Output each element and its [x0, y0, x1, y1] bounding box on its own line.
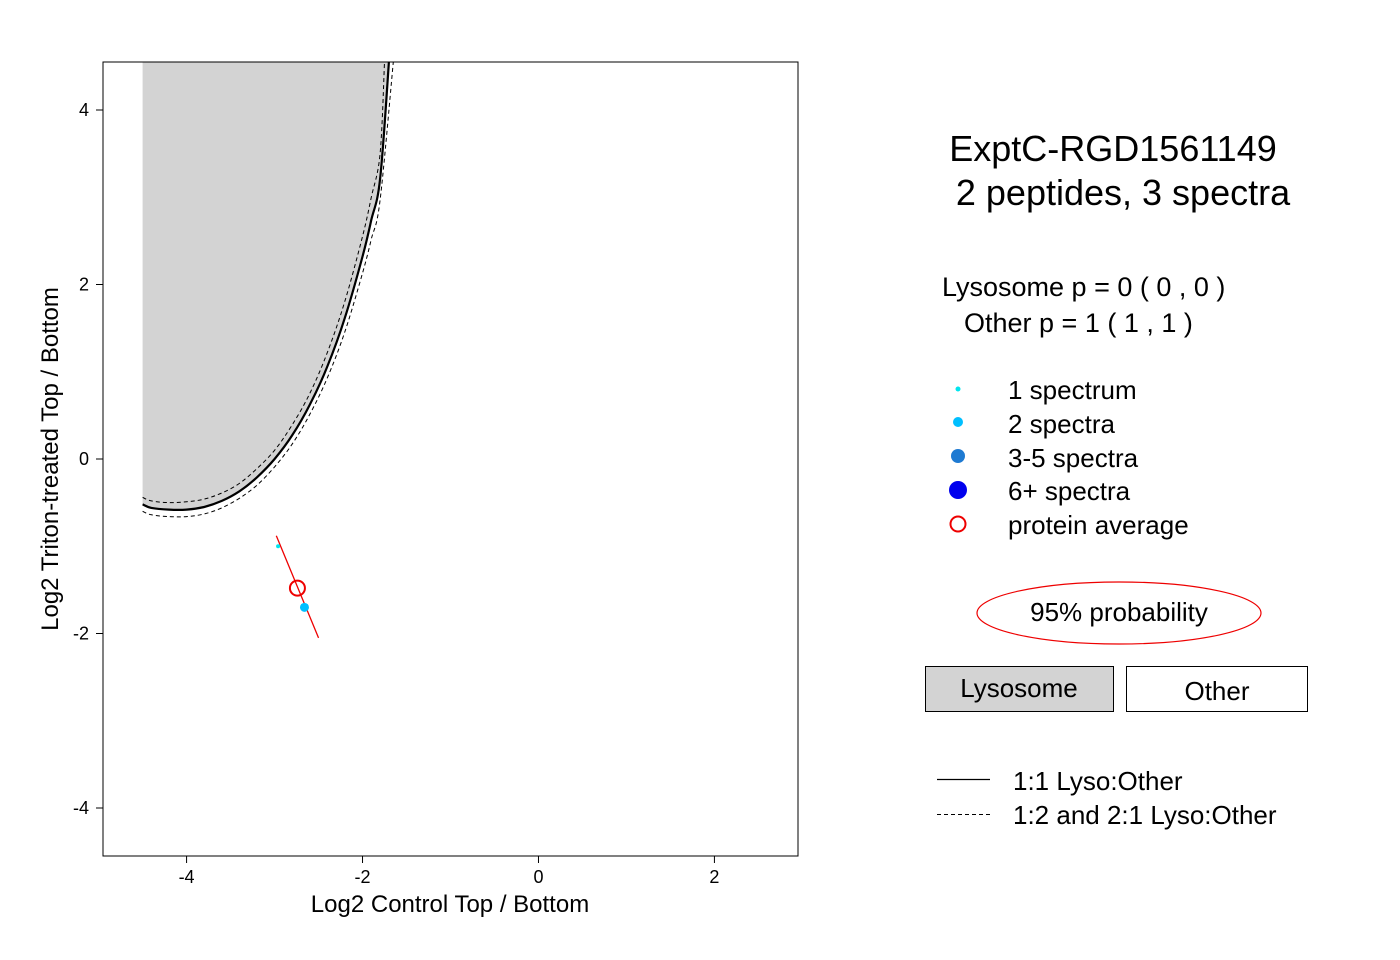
x-tick-label: 2	[709, 867, 719, 887]
x-tick-label: 0	[533, 867, 543, 887]
y-axis-label: Log2 Triton-treated Top / Bottom	[37, 287, 64, 631]
lysosome-box	[925, 666, 1114, 712]
other-probability: Other p = 1 ( 1 , 1 )	[964, 308, 1193, 338]
legend-label: protein average	[1008, 510, 1189, 540]
lysosome-region-fill	[142, 62, 389, 510]
other-box	[1126, 666, 1308, 712]
probability-label: 95% probability	[1030, 597, 1208, 627]
chart-subtitle: 2 peptides, 3 spectra	[956, 172, 1291, 213]
confidence-ellipse	[275, 535, 320, 639]
legend-solid-line-label: 1:1 Lyso:Other	[1013, 766, 1183, 796]
lysosome-box-label: Lysosome	[960, 673, 1078, 703]
plot-area	[142, 62, 394, 639]
y-tick-label: -4	[73, 798, 89, 818]
y-tick-label: 0	[79, 449, 89, 469]
y-tick-label: -2	[73, 624, 89, 644]
legend-swatch-2-spectra	[953, 417, 963, 427]
x-axis-label: Log2 Control Top / Bottom	[311, 891, 589, 918]
legend-label: 2 spectra	[1008, 409, 1115, 439]
x-tick-label: -2	[355, 867, 371, 887]
probability-ellipse-swatch	[976, 581, 1262, 645]
legend-swatch-protein-average	[949, 515, 967, 533]
ratio-1to2-curve	[142, 62, 394, 518]
legend-label: 1 spectrum	[1008, 375, 1137, 405]
y-tick-label: 2	[79, 274, 89, 294]
x-axis: -4 -2 0 2 Log2 Control Top / Bottom	[179, 856, 719, 918]
peptide-point	[276, 544, 281, 549]
legend-swatch-3-5-spectra	[951, 449, 965, 463]
legend-label: 3-5 spectra	[1008, 443, 1139, 473]
legend-swatch-1-spectrum	[955, 386, 961, 392]
legend-swatch-6-plus-spectra	[949, 481, 967, 499]
legend-dashed-line-label: 1:2 and 2:1 Lyso:Other	[1013, 800, 1277, 830]
protein-average-point	[288, 579, 306, 597]
lysosome-probability: Lysosome p = 0 ( 0 , 0 )	[942, 272, 1225, 302]
y-tick-label: 4	[79, 100, 89, 120]
legend-label: 6+ spectra	[1008, 476, 1131, 506]
x-tick-label: -4	[179, 867, 195, 887]
other-box-label: Other	[1184, 676, 1249, 706]
chart-title: ExptC-RGD1561149	[949, 128, 1277, 169]
y-axis: -4 -2 0 2 4 Log2 Triton-treated Top / Bo…	[37, 100, 103, 818]
points-layer	[276, 544, 309, 612]
legend: ExptC-RGD1561149 2 peptides, 3 spectra L…	[925, 128, 1308, 830]
ratio-1to1-curve	[142, 62, 390, 511]
peptide-point	[299, 602, 309, 612]
